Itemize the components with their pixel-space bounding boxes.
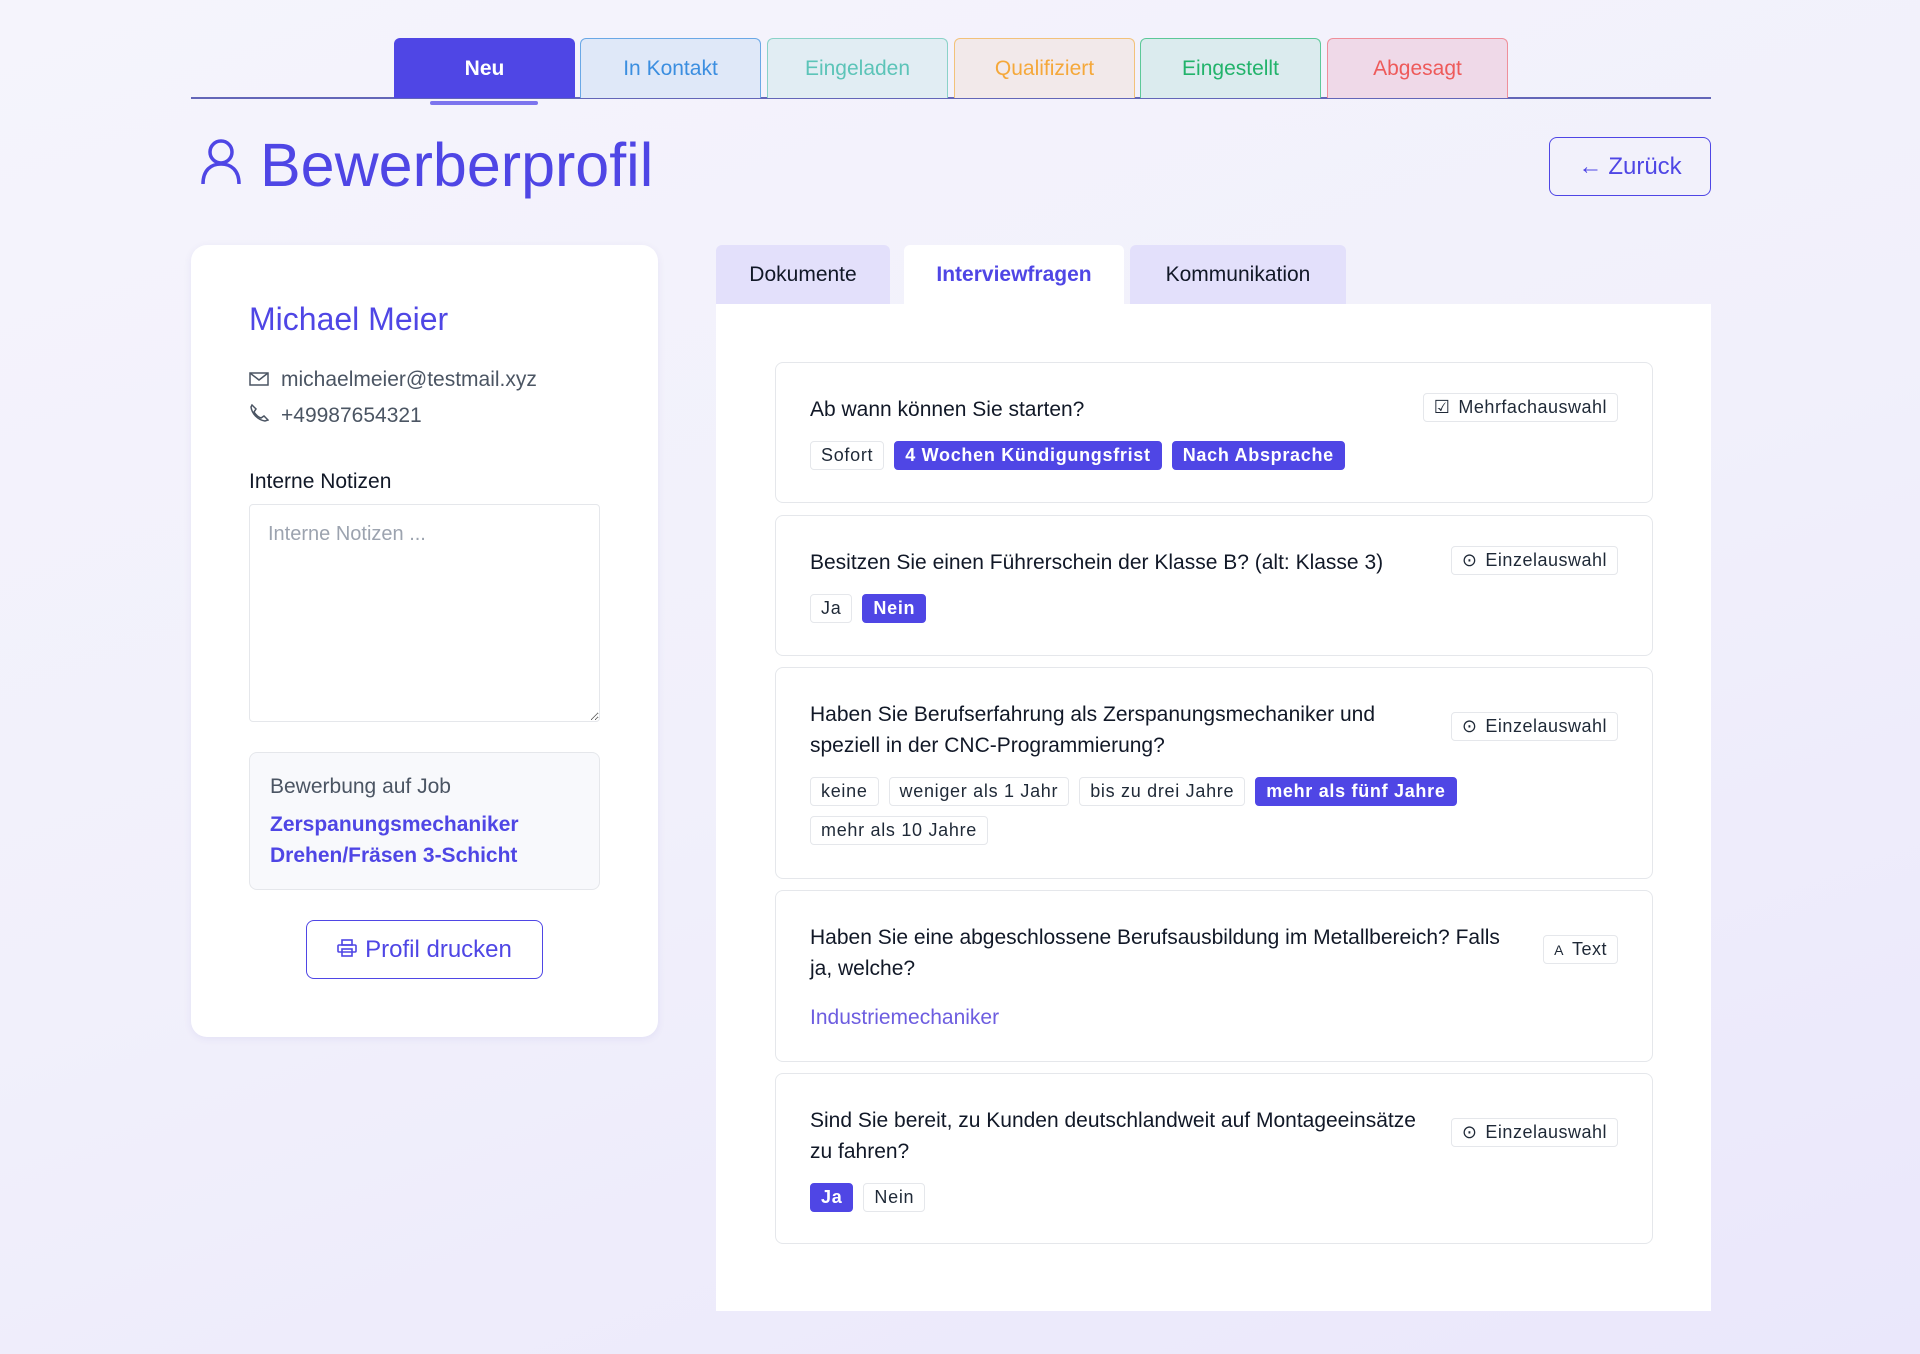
status-tab-label: Eingeladen (804, 56, 911, 80)
page-title-text: Bewerberprofil (260, 131, 654, 199)
tab-label: Dokumente (749, 262, 857, 286)
question-type-label: Einzelauswahl (1485, 716, 1607, 736)
text-answer: Industriemechaniker (810, 1006, 1000, 1029)
option-chip: weniger als 1 Jahr (888, 777, 1070, 806)
status-tab-eingeladen[interactable]: Eingeladen (767, 38, 948, 98)
interview-questions-panel: Ab wann können Sie starten? ☑ Mehrfachaus… (716, 304, 1711, 1311)
radio-icon: ⊙ (1461, 716, 1478, 736)
question-type-badge: A Text (1543, 935, 1618, 964)
option-chip-selected: Nach Absprache (1171, 441, 1345, 470)
question-type-label: Einzelauswahl (1485, 1122, 1607, 1142)
print-label: Profil drucken (365, 935, 512, 963)
user-icon (200, 130, 242, 200)
status-tab-neu[interactable]: Neu (394, 38, 575, 98)
question-type-badge: ⊙ Einzelauswahl (1450, 546, 1618, 575)
tab-label: Interviewfragen (936, 262, 1092, 286)
tab-label: Kommunikation (1165, 262, 1311, 286)
job-title-line2: Drehen/Fräsen 3-Schicht (270, 844, 518, 867)
option-chip-selected: mehr als fünf Jahre (1255, 777, 1457, 806)
back-button-label: Zurück (1608, 152, 1682, 180)
question-type-label: Einzelauswahl (1485, 550, 1607, 570)
candidate-name: Michael Meier (249, 301, 449, 337)
job-link[interactable]: Zerspanungsmechaniker Drehen/Fräsen 3-Sch… (270, 809, 579, 871)
question-text: Ab wann können Sie starten? (810, 398, 1085, 421)
notes-label: Interne Notizen (249, 470, 392, 493)
radio-icon: ⊙ (1461, 550, 1478, 570)
option-chip-selected: Ja (810, 1183, 854, 1212)
candidate-phone[interactable]: +49987654321 (281, 404, 422, 427)
status-tab-label: Qualifiziert (994, 56, 1095, 80)
question-type-badge: ⊙ Einzelauswahl (1450, 1118, 1618, 1147)
status-tab-abgesagt[interactable]: Abgesagt (1327, 38, 1508, 98)
notes-textarea[interactable] (249, 504, 600, 722)
status-tab-eingestellt[interactable]: Eingestellt (1140, 38, 1321, 98)
question-type-label: Mehrfachauswahl (1458, 397, 1607, 417)
question-card: Haben Sie eine abgeschlossene Berufsausb… (775, 890, 1653, 1062)
question-card: Haben Sie Berufserfahrung als Zerspanung… (775, 667, 1653, 879)
status-tab-label: Eingestellt (1182, 56, 1279, 80)
phone-icon (249, 403, 270, 428)
status-tabs-baseline (191, 97, 1711, 99)
printer-icon (337, 936, 357, 964)
question-text: Besitzen Sie einen Führerschein der Klas… (810, 551, 1384, 574)
phone-row: +49987654321 (249, 403, 422, 428)
job-label: Bewerbung auf Job (270, 775, 451, 798)
candidate-card: Michael Meier michaelmeier@testmail.xyz … (191, 245, 658, 1037)
status-tab-in-kontakt[interactable]: In Kontakt (580, 38, 761, 98)
tab-dokumente[interactable]: Dokumente (716, 245, 890, 304)
email-row: michaelmeier@testmail.xyz (249, 368, 537, 392)
question-text: Sind Sie bereit, zu Kunden deutschlandwe… (810, 1109, 1416, 1163)
status-tab-qualifiziert[interactable]: Qualifiziert (954, 38, 1135, 98)
mail-icon (249, 368, 269, 392)
option-chip: Ja (810, 594, 853, 623)
question-type-label: Text (1571, 939, 1607, 959)
radio-icon: ⊙ (1461, 1122, 1478, 1142)
job-box: Bewerbung auf Job Zerspanungsmechaniker D… (249, 752, 600, 890)
option-chip: keine (810, 777, 879, 806)
question-text: Haben Sie eine abgeschlossene Berufsausb… (810, 926, 1500, 980)
tab-interviewfragen[interactable]: Interviewfragen (904, 245, 1124, 304)
arrow-left-icon: ← (1578, 152, 1603, 180)
status-tab-label: In Kontakt (623, 56, 718, 80)
active-status-indicator (430, 101, 538, 105)
question-text: Haben Sie Berufserfahrung als Zerspanung… (810, 703, 1376, 757)
option-chip-selected: 4 Wochen Kündigungsfrist (894, 441, 1162, 470)
tab-kommunikation[interactable]: Kommunikation (1130, 245, 1346, 304)
job-title-line1: Zerspanungsmechaniker (270, 813, 519, 836)
checkbox-icon: ☑ (1433, 397, 1451, 417)
status-tab-label: Neu (464, 56, 505, 80)
question-card: Sind Sie bereit, zu Kunden deutschlandwe… (775, 1073, 1653, 1244)
back-button[interactable]: ← Zurück (1549, 137, 1711, 196)
page-title: Bewerberprofil (200, 130, 653, 200)
question-card: Ab wann können Sie starten? ☑ Mehrfachaus… (775, 362, 1653, 503)
print-profile-button[interactable]: Profil drucken (306, 920, 543, 979)
option-chip-selected: Nein (862, 594, 927, 623)
option-chip: Nein (863, 1183, 926, 1212)
option-chip: Sofort (810, 441, 885, 470)
question-type-badge: ☑ Mehrfachauswahl (1422, 393, 1618, 422)
option-chip: bis zu drei Jahre (1079, 777, 1246, 806)
option-chip: mehr als 10 Jahre (810, 816, 988, 845)
question-card: Besitzen Sie einen Führerschein der Klas… (775, 515, 1653, 656)
text-icon: A (1554, 941, 1564, 958)
candidate-email[interactable]: michaelmeier@testmail.xyz (281, 368, 537, 391)
question-type-badge: ⊙ Einzelauswahl (1450, 712, 1618, 741)
status-tab-label: Abgesagt (1373, 56, 1462, 80)
